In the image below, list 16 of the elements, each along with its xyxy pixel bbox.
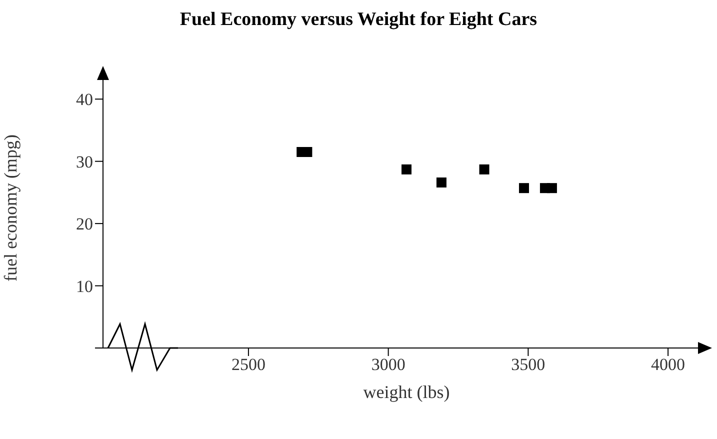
x-tick-label: 2500 (231, 355, 266, 374)
chart-title: Fuel Economy versus Weight for Eight Cars (178, 8, 538, 32)
y-tick-label: 30 (76, 152, 93, 172)
x-tick-label: 3000 (371, 355, 406, 374)
point (436, 177, 446, 188)
point (518, 183, 529, 194)
point (402, 164, 412, 174)
y-tick-label: 20 (76, 214, 93, 234)
y-axis-title: fuel economy (mpg) (0, 134, 20, 282)
y-tick-label: 10 (76, 276, 93, 296)
y-tick-label: 40 (76, 90, 93, 110)
point (479, 164, 490, 174)
point (546, 183, 557, 194)
x-axis-title: weight (lbs) (363, 382, 450, 402)
x-tick-label: 4000 (651, 355, 686, 374)
x-tick-label: 3500 (511, 355, 546, 374)
